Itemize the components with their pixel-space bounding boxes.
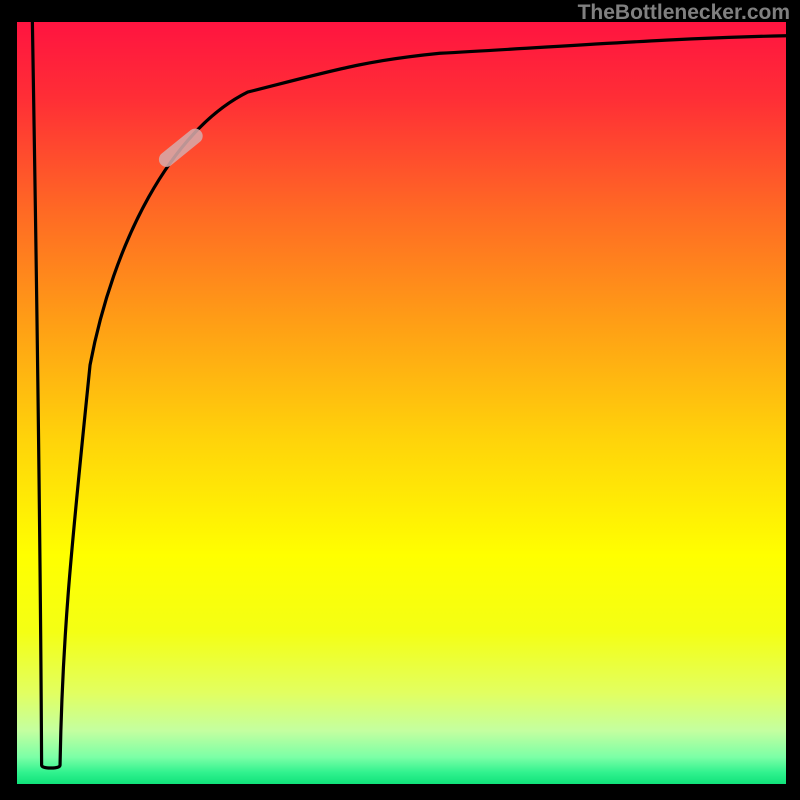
- chart-container: TheBottlenecker.com: [0, 0, 800, 800]
- plot-gradient-background: [17, 22, 786, 784]
- watermark-text: TheBottlenecker.com: [578, 1, 790, 25]
